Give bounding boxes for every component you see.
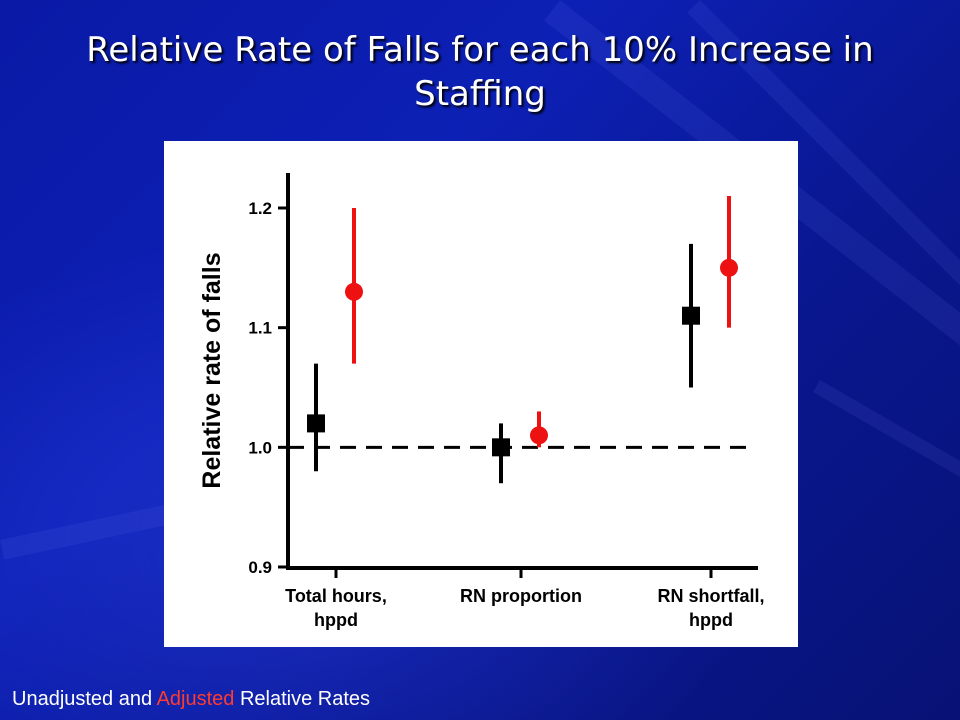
y-axis-label: Relative rate of falls	[198, 252, 226, 488]
adjusted-point	[530, 426, 548, 445]
y-tick-label: 1.0	[248, 438, 272, 457]
unadjusted-point	[682, 306, 700, 325]
footnote-text-adjusted: Adjusted	[156, 688, 235, 710]
y-tick-label: 0.9	[248, 558, 272, 577]
y-tick-label: 1.2	[248, 199, 272, 218]
footnote-text-unadjusted: Unadjusted and	[12, 688, 157, 710]
y-tick-label: 1.1	[248, 319, 272, 338]
x-category-label: RN proportion	[460, 586, 582, 606]
slide-title: Relative Rate of Falls for each 10% Incr…	[86, 30, 874, 114]
unadjusted-point	[492, 438, 510, 457]
adjusted-point	[720, 258, 738, 277]
x-category-label: hppd	[689, 610, 733, 630]
relative-rate-chart: 0.9 1.0 1.1 1.2 Relative rate of falls Total …	[198, 173, 765, 630]
chart-panel: 0.9 1.0 1.1 1.2 Relative rate of falls Total …	[164, 141, 798, 647]
x-category-label: hppd	[314, 610, 358, 630]
footnote-text-rates: Relative Rates	[234, 688, 371, 710]
x-category-label: RN shortfall,	[657, 586, 764, 606]
footnote: Unadjusted and Adjusted Relative Rates	[12, 688, 370, 711]
background-stripe	[813, 380, 960, 543]
adjusted-point	[345, 282, 363, 301]
x-category-label: Total hours,	[285, 586, 387, 606]
unadjusted-point	[307, 414, 325, 433]
